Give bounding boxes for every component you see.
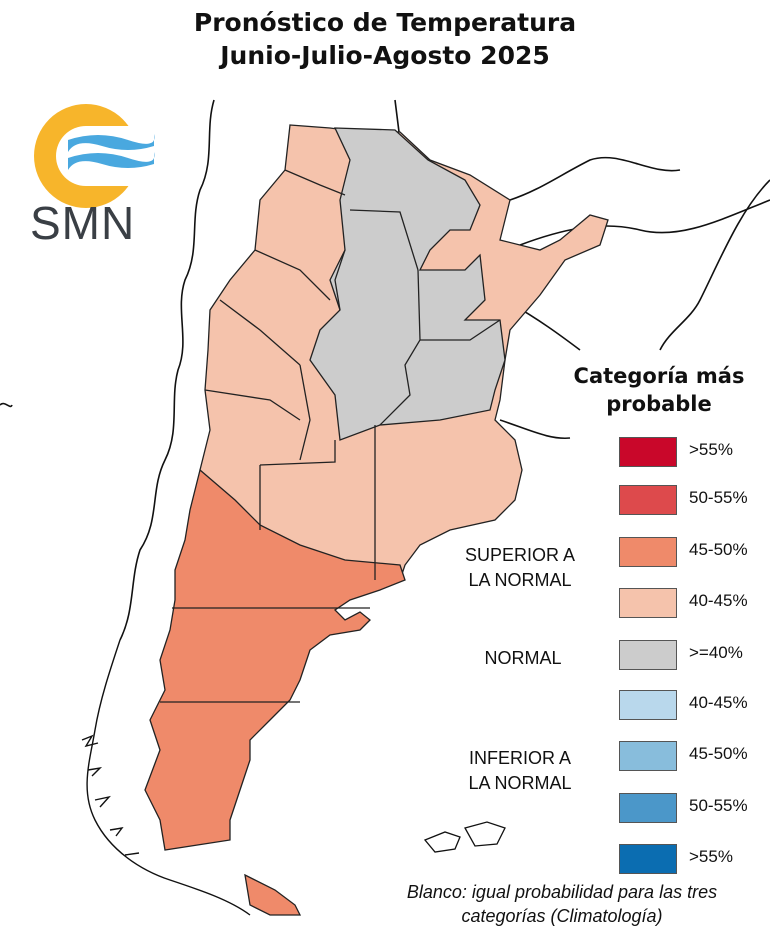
region-normal	[309, 127, 506, 441]
category-inferior: INFERIOR A LA NORMAL	[468, 748, 572, 793]
legend-swatch	[619, 793, 677, 823]
legend-title-line-2: probable	[606, 392, 712, 416]
legend-item: >55%	[619, 437, 770, 467]
title-line-2: Junio-Julio-Agosto 2025	[220, 41, 550, 70]
legend-item: 45-50%	[619, 537, 770, 567]
legend-swatch	[619, 437, 677, 467]
legend-label: 50-55%	[689, 488, 748, 507]
legend-label: 50-55%	[689, 796, 748, 815]
legend-item: 45-50%	[619, 741, 770, 771]
legend-item: 50-55%	[619, 793, 770, 823]
legend-label: >55%	[689, 440, 733, 459]
smn-logo-icon	[34, 104, 158, 208]
chile-coastline	[81, 639, 251, 916]
legend-title: Categoría más probable	[548, 362, 770, 418]
legend-label: 45-50%	[689, 744, 748, 763]
category-normal: NORMAL	[484, 648, 562, 668]
province-borders	[160, 169, 501, 703]
footnote-line-1: Blanco: igual probabilidad para las tres	[406, 882, 718, 902]
legend-label: 45-50%	[689, 540, 748, 559]
legend-item: 40-45%	[619, 588, 770, 618]
malvinas-islands	[423, 821, 506, 853]
legend-item: 50-55%	[619, 485, 770, 515]
legend-item: >55%	[619, 844, 770, 874]
legend-item: 40-45%	[619, 690, 770, 720]
legend-swatch	[619, 537, 677, 567]
legend-swatch	[619, 844, 677, 874]
map-title: Pronóstico de Temperatura Junio-Julio-Ag…	[0, 6, 770, 72]
legend-swatch	[619, 588, 677, 618]
legend-title-line-1: Categoría más	[573, 364, 745, 388]
legend-label: >55%	[689, 847, 733, 866]
legend-label: 40-45%	[689, 693, 748, 712]
legend-label: >=40%	[689, 643, 743, 662]
legend-swatch	[619, 690, 677, 720]
smn-logo-text: SMN	[30, 197, 136, 249]
region-superior-45-50	[144, 468, 406, 916]
footnote-line-2: categorías (Climatología)	[461, 906, 663, 926]
legend-label: 40-45%	[689, 591, 748, 610]
legend-swatch	[619, 741, 677, 771]
legend-swatch	[619, 640, 677, 670]
title-line-1: Pronóstico de Temperatura	[193, 8, 577, 37]
category-superior: SUPERIOR A LA NORMAL	[464, 545, 576, 590]
legend-swatch	[619, 485, 677, 515]
footnote: Blanco: igual probabilidad para las tres…	[352, 880, 770, 928]
legend-item: >=40%	[619, 640, 770, 670]
